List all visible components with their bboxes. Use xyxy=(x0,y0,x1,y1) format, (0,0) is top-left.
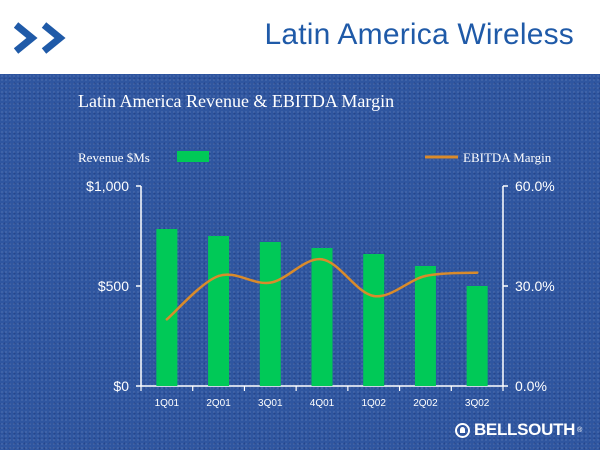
bar-revenue xyxy=(156,229,178,386)
y-left-tick-label: $500 xyxy=(98,278,129,294)
slide-header: Latin America Wireless xyxy=(0,0,600,74)
brand-name: BELLSOUTH xyxy=(473,420,576,439)
point-ebitda-margin xyxy=(475,271,479,274)
point-ebitda-margin xyxy=(424,274,427,278)
bar-revenue xyxy=(311,248,333,386)
bar-revenue xyxy=(414,266,436,386)
double-chevron-icon xyxy=(14,22,66,54)
chart-title: Latin America Revenue & EBITDA Margin xyxy=(78,91,395,111)
x-tick-label: 2Q02 xyxy=(413,398,438,409)
bar-revenue xyxy=(259,242,281,386)
bar-revenue xyxy=(363,254,385,386)
x-tick-label: 1Q01 xyxy=(155,398,180,409)
y-right-tick-label: 0.0% xyxy=(515,378,547,394)
point-ebitda-margin xyxy=(165,318,169,321)
point-ebitda-margin xyxy=(217,274,220,278)
y-right-tick-label: 60.0% xyxy=(515,178,555,194)
x-tick-label: 2Q01 xyxy=(206,398,231,409)
y-left-tick-label: $0 xyxy=(113,378,129,394)
slide-title: Latin America Wireless xyxy=(264,18,574,51)
x-tick-label: 4Q01 xyxy=(310,398,335,409)
bellsouth-logo: BELLSOUTH ® xyxy=(454,420,582,440)
brand-registered-mark: ® xyxy=(577,426,582,434)
y-right-tick-label: 30.0% xyxy=(515,278,555,294)
legend-label-ebitda: EBITDA Margin xyxy=(463,150,552,165)
point-ebitda-margin xyxy=(372,294,375,298)
chart-panel xyxy=(0,74,600,450)
y-left-tick-label: $1,000 xyxy=(86,178,129,194)
bar-revenue xyxy=(466,286,488,386)
x-tick-label: 1Q02 xyxy=(361,398,386,409)
point-ebitda-margin xyxy=(320,258,324,261)
x-tick-label: 3Q02 xyxy=(465,398,490,409)
x-tick-label: 3Q01 xyxy=(258,398,283,409)
legend-label-revenue: Revenue $Ms xyxy=(78,150,150,165)
bell-icon xyxy=(454,422,470,438)
legend-swatch-revenue xyxy=(177,151,209,162)
point-ebitda-margin xyxy=(269,281,272,284)
bar-revenue xyxy=(208,236,230,386)
